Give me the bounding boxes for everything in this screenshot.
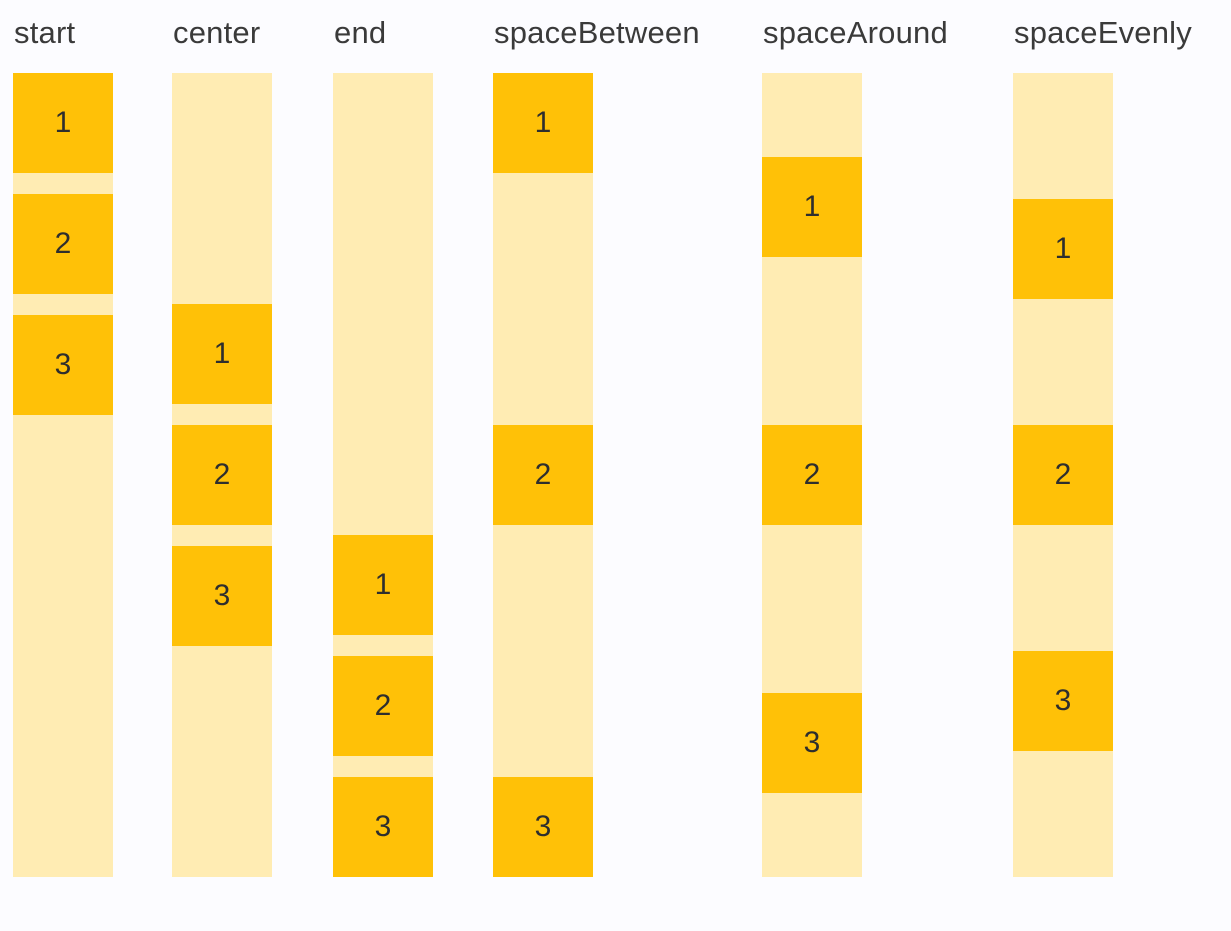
column-label: spaceEvenly [1014, 15, 1192, 50]
flex-item-number: 1 [1054, 232, 1072, 265]
flex-item-number: 3 [1054, 684, 1072, 717]
flex-item-box: 1 [333, 535, 433, 635]
column-group-space-evenly: spaceEvenly 1 2 3 [1013, 14, 1192, 877]
flex-item-box: 1 [13, 73, 113, 173]
column-label: end [334, 15, 387, 50]
flex-item-number: 2 [803, 458, 821, 491]
flex-item-box: 2 [762, 425, 862, 525]
flex-item-number: 2 [54, 227, 72, 260]
flex-item-box: 2 [333, 656, 433, 756]
column-group-center: center 1 2 3 [172, 14, 272, 877]
flex-item-box: 1 [1013, 199, 1113, 299]
flex-item-number: 3 [213, 579, 231, 612]
flex-item-box: 2 [172, 425, 272, 525]
flex-item-number: 1 [803, 190, 821, 223]
flex-item-box: 1 [172, 304, 272, 404]
flex-item-box: 3 [333, 777, 433, 877]
flex-item-box: 3 [172, 546, 272, 646]
flex-item-number: 2 [534, 458, 552, 491]
flex-item-number: 2 [213, 458, 231, 491]
column-label: start [14, 15, 76, 50]
column-group-start: start 1 2 3 [13, 14, 113, 877]
column-track: 1 2 3 [493, 73, 593, 877]
flex-item-number: 2 [1054, 458, 1072, 491]
column-group-space-between: spaceBetween 1 2 3 [493, 14, 700, 877]
flex-item-number: 1 [54, 106, 72, 139]
flex-item-number: 1 [534, 106, 552, 139]
flex-item-number: 3 [54, 348, 72, 381]
flex-item-box: 1 [493, 73, 593, 173]
column-label: spaceAround [763, 15, 948, 50]
flex-item-box: 2 [493, 425, 593, 525]
flex-item-number: 2 [374, 689, 392, 722]
flex-item-number: 1 [374, 568, 392, 601]
column-group-end: end 1 2 3 [333, 14, 433, 877]
column-label: spaceBetween [494, 15, 700, 50]
flex-item-number: 1 [213, 337, 231, 370]
column-track: 1 2 3 [1013, 73, 1113, 877]
column-track: 1 2 3 [13, 73, 113, 877]
flex-item-box: 1 [762, 157, 862, 257]
flex-item-box: 3 [1013, 651, 1113, 751]
flex-item-number: 3 [374, 810, 392, 843]
flex-item-box: 2 [1013, 425, 1113, 525]
column-track: 1 2 3 [762, 73, 862, 877]
flex-item-box: 3 [13, 315, 113, 415]
flex-item-box: 3 [493, 777, 593, 877]
flex-item-box: 3 [762, 693, 862, 793]
column-track: 1 2 3 [172, 73, 272, 877]
column-group-space-around: spaceAround 1 2 3 [762, 14, 948, 877]
flex-item-box: 2 [13, 194, 113, 294]
column-track: 1 2 3 [333, 73, 433, 877]
flex-item-number: 3 [534, 810, 552, 843]
column-label: center [173, 15, 261, 50]
flex-item-number: 3 [803, 726, 821, 759]
